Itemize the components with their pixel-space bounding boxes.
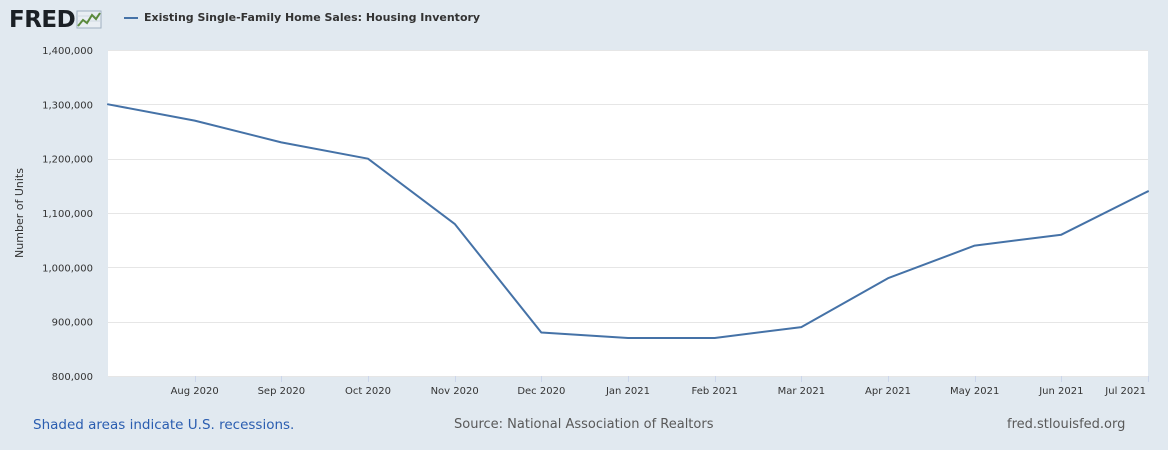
x-tick-label: Feb 2021 (691, 386, 737, 397)
x-tick-label: May 2021 (950, 386, 999, 397)
x-tick-label: Aug 2020 (171, 386, 219, 397)
legend-swatch (124, 16, 138, 19)
chart-legend[interactable]: Existing Single-Family Home Sales: Housi… (124, 11, 480, 24)
x-tick-label: Dec 2020 (517, 386, 565, 397)
source-note: Source: National Association of Realtors (454, 417, 714, 432)
x-tick-label: Apr 2021 (865, 386, 911, 397)
y-tick-label: 900,000 (52, 318, 93, 329)
y-tick-label: 800,000 (52, 372, 93, 383)
site-link[interactable]: fred.stlouisfed.org (1007, 417, 1126, 432)
fred-logo-text: FRED (9, 7, 76, 33)
axis-layer: 800,000 900,000 1,000,000 1,100,000 1,200,00… (42, 46, 1149, 397)
legend-label: Existing Single-Family Home Sales: Housi… (144, 11, 481, 24)
y-tick-label: 1,300,000 (42, 100, 93, 111)
x-tick-label: Jul 2021 (1104, 386, 1146, 397)
y-tick-label: 1,400,000 (42, 46, 93, 57)
x-tick-label: Jan 2021 (605, 386, 650, 397)
y-tick-label: 1,100,000 (42, 209, 93, 220)
x-tick-label: Mar 2021 (778, 386, 826, 397)
series-layer (107, 103, 1149, 339)
y-tick-label: 1,000,000 (42, 263, 93, 274)
x-tick-label: Jun 2021 (1038, 386, 1083, 397)
recession-note-link[interactable]: Shaded areas indicate U.S. recessions. (33, 417, 295, 433)
y-tick-label: 1,200,000 (42, 155, 93, 166)
series-line[interactable] (107, 103, 1149, 339)
x-tick-label: Oct 2020 (345, 386, 391, 397)
y-axis-label: Number of Units (13, 168, 26, 258)
fred-logo[interactable]: FRED (9, 6, 102, 34)
x-tick-label: Nov 2020 (431, 386, 479, 397)
x-tick-label: Sep 2020 (258, 386, 305, 397)
grid-layer (108, 50, 1148, 377)
fred-chart-icon (76, 10, 102, 29)
